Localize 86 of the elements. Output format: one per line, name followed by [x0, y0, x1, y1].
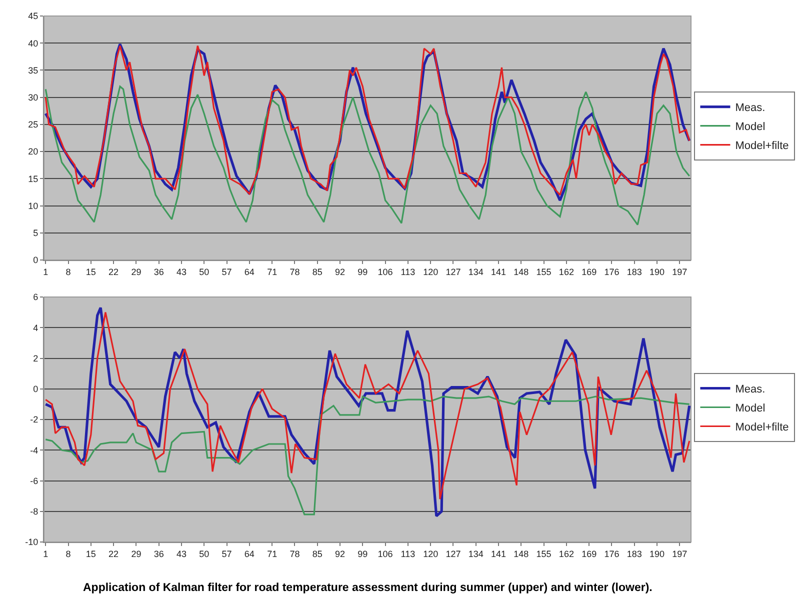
x-tick-label: 197: [672, 548, 688, 559]
x-tick-label: 71: [267, 548, 278, 559]
x-tick-label: 127: [446, 548, 461, 559]
x-tick-label: 36: [154, 548, 164, 559]
y-tick-label: 20: [28, 146, 38, 157]
x-tick-label: 120: [423, 548, 438, 559]
x-tick-label: 78: [290, 266, 300, 277]
x-tick-label: 43: [176, 548, 186, 559]
x-tick-label: 43: [176, 266, 186, 277]
x-tick-label: 113: [400, 266, 416, 277]
x-tick-label: 15: [86, 548, 96, 559]
x-tick-label: 155: [536, 266, 552, 277]
x-tick-label: 141: [491, 548, 506, 559]
x-tick-label: 176: [604, 266, 620, 277]
y-tick-label: 0: [33, 384, 38, 394]
x-tick-label: 99: [358, 548, 368, 559]
x-tick-label: 190: [650, 548, 665, 559]
y-tick-label: 6: [33, 292, 38, 302]
x-tick-label: 176: [604, 548, 620, 559]
x-tick-label: 155: [536, 548, 552, 559]
x-tick-label: 15: [86, 266, 96, 277]
x-tick-label: 141: [491, 266, 506, 277]
legend-label: Model: [735, 402, 766, 415]
x-tick-label: 29: [131, 548, 142, 559]
x-tick-label: 36: [154, 266, 164, 277]
x-tick-label: 50: [199, 548, 210, 559]
legend-label: Meas.: [735, 102, 766, 114]
x-tick-label: 127: [446, 266, 461, 277]
x-tick-label: 183: [626, 266, 642, 277]
x-tick-label: 148: [514, 548, 529, 559]
text: Application of Kalman filter for road temperature assessment during summer (upper) and winter (lower).: [83, 582, 652, 594]
x-tick-label: 1: [43, 266, 48, 277]
x-tick-label: 106: [378, 266, 393, 277]
y-tick-label: 2: [33, 353, 38, 364]
y-tick-label: -6: [30, 476, 38, 486]
x-tick-label: 169: [582, 266, 597, 277]
x-tick-label: 197: [672, 266, 688, 277]
y-tick-label: 35: [28, 65, 38, 76]
y-tick-label: 30: [28, 92, 38, 102]
y-tick-label: 4: [33, 322, 38, 333]
y-tick-label: -2: [30, 414, 38, 425]
legend-label: Model+filte: [735, 422, 789, 434]
x-tick-label: 8: [66, 266, 71, 277]
line-series: [44, 396, 690, 516]
x-tick-label: 162: [558, 548, 574, 559]
legend-label: Meas.: [735, 384, 766, 396]
x-tick-label: 57: [222, 548, 232, 559]
y-tick-label: 25: [28, 120, 38, 130]
x-tick-label: 64: [244, 266, 254, 277]
x-tick-label: 64: [244, 548, 254, 559]
x-tick-label: 50: [199, 266, 210, 277]
y-tick-label: -10: [25, 537, 38, 548]
x-tick-label: 134: [468, 548, 484, 559]
x-tick-label: 162: [558, 266, 574, 277]
x-tick-label: 92: [334, 266, 346, 277]
y-tick-label: 15: [28, 174, 38, 184]
legend-label: Model: [735, 121, 766, 134]
x-tick-label: 106: [378, 548, 393, 559]
x-tick-label: 113: [400, 548, 416, 559]
y-tick-label: 40: [28, 38, 38, 48]
x-tick-label: 29: [131, 266, 142, 277]
x-tick-label: 134: [468, 266, 484, 277]
y-tick-label: -8: [30, 506, 38, 517]
x-tick-label: 22: [108, 548, 119, 559]
x-tick-label: 169: [582, 548, 597, 559]
x-tick-label: 183: [626, 548, 642, 559]
x-tick-label: 22: [108, 266, 119, 277]
x-tick-label: 85: [312, 266, 322, 277]
x-tick-label: 148: [514, 266, 529, 277]
x-tick-label: 120: [423, 266, 438, 277]
x-tick-label: 57: [222, 266, 232, 277]
y-tick-label: 45: [28, 11, 38, 22]
y-tick-label: 5: [33, 228, 38, 238]
line-series: [44, 86, 690, 226]
y-tick-label: 10: [28, 200, 38, 211]
x-tick-label: 190: [650, 266, 665, 277]
x-tick-label: 71: [267, 266, 278, 277]
x-tick-label: 78: [290, 548, 300, 559]
x-tick-label: 92: [334, 548, 346, 559]
y-tick-label: 0: [33, 255, 38, 266]
y-tick-label: -4: [30, 445, 38, 456]
x-tick-label: 99: [358, 266, 368, 277]
x-tick-label: 85: [312, 548, 322, 559]
x-tick-label: 1: [43, 548, 48, 559]
x-tick-label: 8: [66, 548, 71, 559]
legend-label: Model+filte: [735, 140, 789, 152]
